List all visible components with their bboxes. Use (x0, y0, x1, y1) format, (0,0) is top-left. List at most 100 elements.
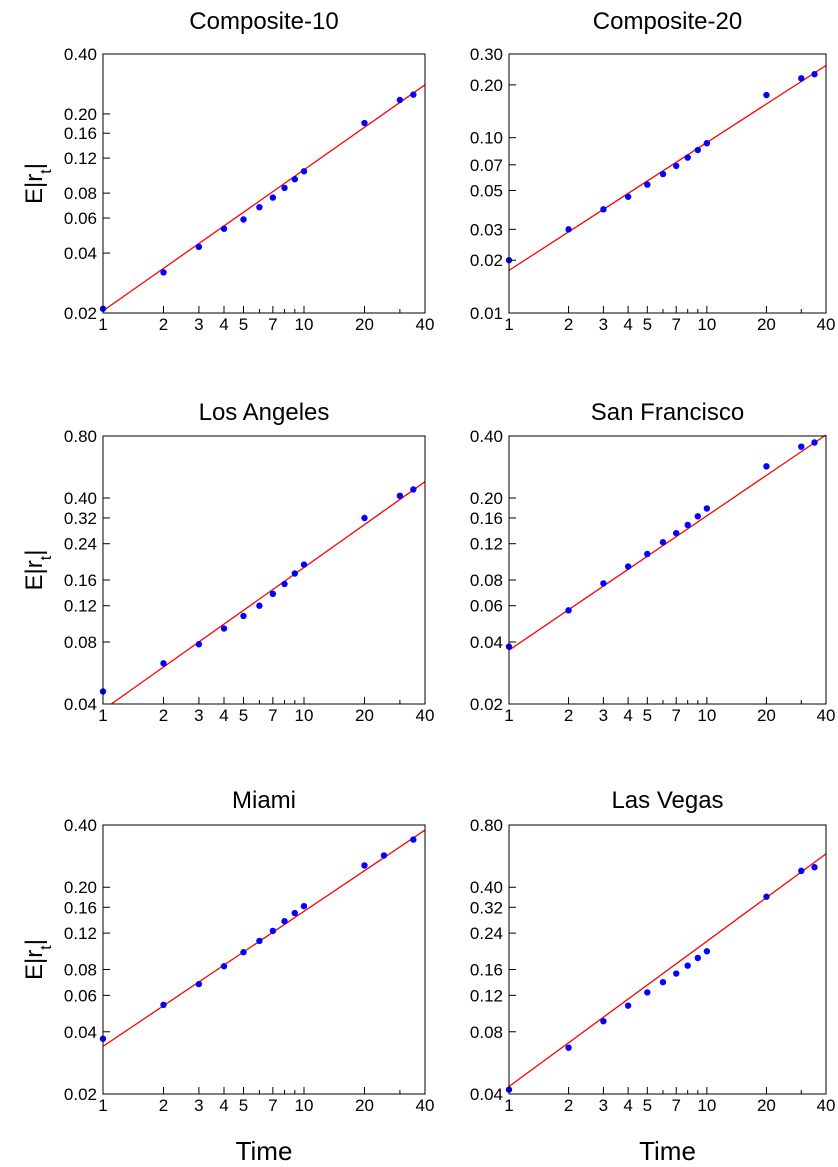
data-point (694, 513, 702, 520)
x-tick-label: 1 (504, 315, 513, 334)
x-tick-label: 2 (564, 706, 573, 725)
data-point (763, 91, 770, 99)
chart-title: Las Vegas (611, 787, 723, 814)
data-point (160, 269, 167, 276)
data-point (565, 1044, 572, 1051)
y-tick-label: 0.20 (64, 878, 97, 897)
x-tick-label: 5 (239, 706, 248, 725)
y-axis-label: E|rt| (21, 163, 55, 204)
data-point (380, 852, 388, 859)
x-tick-label: 40 (817, 706, 836, 725)
y-tick-label: 0.12 (64, 149, 97, 168)
data-point (361, 119, 368, 127)
data-point (684, 521, 691, 529)
x-tick-label: 5 (643, 706, 652, 725)
data-point (659, 539, 667, 546)
y-tick-label: 0.08 (64, 961, 97, 980)
fit-line (110, 481, 426, 705)
y-tick-label: 0.04 (64, 695, 97, 714)
y-tick-label: 0.01 (470, 304, 503, 323)
x-tick-label: 10 (295, 706, 314, 725)
plot-frame (508, 53, 827, 314)
x-tick-label: 10 (295, 315, 314, 334)
x-tick-label: 3 (194, 706, 203, 725)
y-tick-label: 0.20 (470, 76, 503, 95)
y-tick-label: 0.24 (64, 535, 97, 554)
data-point (410, 836, 417, 843)
data-point (220, 625, 228, 632)
x-tick-label: 2 (159, 1096, 168, 1115)
y-tick-label: 0.06 (64, 986, 97, 1005)
x-tick-label: 4 (219, 315, 228, 334)
data-point (600, 1017, 607, 1025)
data-point (269, 590, 277, 598)
y-axis-label: E|rt| (21, 939, 55, 980)
x-tick-label: 3 (599, 1096, 608, 1115)
x-tick-label: 1 (98, 315, 107, 334)
x-tick-label: 1 (504, 1096, 513, 1115)
x-tick-label: 20 (757, 315, 776, 334)
data-point (644, 181, 651, 188)
data-point (281, 580, 288, 588)
y-tick-label: 0.80 (64, 427, 97, 446)
x-tick-label: 4 (623, 1096, 632, 1115)
data-point (763, 893, 770, 900)
x-axis-label: Time (639, 1136, 696, 1166)
x-tick-label: 20 (355, 315, 374, 334)
y-tick-label: 0.40 (64, 816, 97, 835)
data-point (703, 139, 711, 147)
x-tick-label: 7 (268, 315, 277, 334)
data-point (291, 176, 298, 183)
data-point (763, 463, 770, 470)
data-point (281, 184, 288, 192)
y-tick-label: 0.10 (470, 129, 503, 148)
x-tick-label: 7 (671, 706, 680, 725)
data-point (256, 937, 263, 945)
y-tick-label: 0.12 (470, 535, 503, 554)
y-tick-label: 0.16 (64, 571, 97, 590)
data-point (240, 949, 247, 956)
data-point (600, 580, 607, 587)
y-tick-label: 0.40 (64, 489, 97, 508)
plot-frame (102, 435, 426, 705)
data-point (195, 641, 203, 648)
data-point (811, 864, 818, 871)
y-tick-label: 0.16 (470, 961, 503, 980)
x-tick-label: 4 (623, 706, 632, 725)
y-axis-label: E|rt| (21, 550, 55, 591)
chart-panel-2: Composite-20 1 2 3 4 5 7 10 20 40 0.01 0.02 0.03 0.05… (470, 8, 836, 334)
y-tick-label: 0.08 (64, 633, 97, 652)
fit-line (508, 853, 827, 1087)
y-tick-label: 0.06 (470, 597, 503, 616)
chart-panel-1: Composite-10 1 2 3 4 5 7 10 20 40 0.02 0.04 0.06 0.08… (21, 8, 434, 334)
x-tick-label: 7 (268, 706, 277, 725)
chart-panel-3: Los Angeles 1 2 3 4 5 7 10 20 40 0.04 0.08 0.12 0.16 0… (21, 399, 434, 725)
y-tick-label: 0.40 (64, 45, 97, 64)
data-point (684, 154, 691, 161)
data-point (256, 203, 263, 211)
y-tick-label: 0.03 (470, 220, 503, 239)
x-tick-label: 3 (599, 315, 608, 334)
x-tick-label: 2 (564, 315, 573, 334)
y-tick-label: 0.80 (470, 816, 503, 835)
data-point (300, 902, 308, 910)
x-tick-label: 5 (643, 315, 652, 334)
plot-frame (508, 824, 827, 1095)
y-tick-label: 0.12 (470, 986, 503, 1005)
data-point (644, 989, 651, 996)
x-tick-label: 7 (671, 315, 680, 334)
fit-line (102, 84, 426, 312)
data-point (694, 954, 702, 962)
x-tick-label: 4 (219, 1096, 228, 1115)
data-point (624, 563, 632, 570)
x-axis-label: Time (236, 1136, 293, 1166)
x-tick-label: 10 (295, 1096, 314, 1115)
x-tick-label: 2 (564, 1096, 573, 1115)
x-tick-label: 2 (159, 706, 168, 725)
data-point (659, 978, 667, 986)
x-tick-label: 40 (416, 315, 435, 334)
data-point (624, 1002, 632, 1009)
y-tick-label: 0.16 (470, 509, 503, 528)
x-tick-label: 7 (671, 1096, 680, 1115)
x-tick-label: 1 (98, 706, 107, 725)
